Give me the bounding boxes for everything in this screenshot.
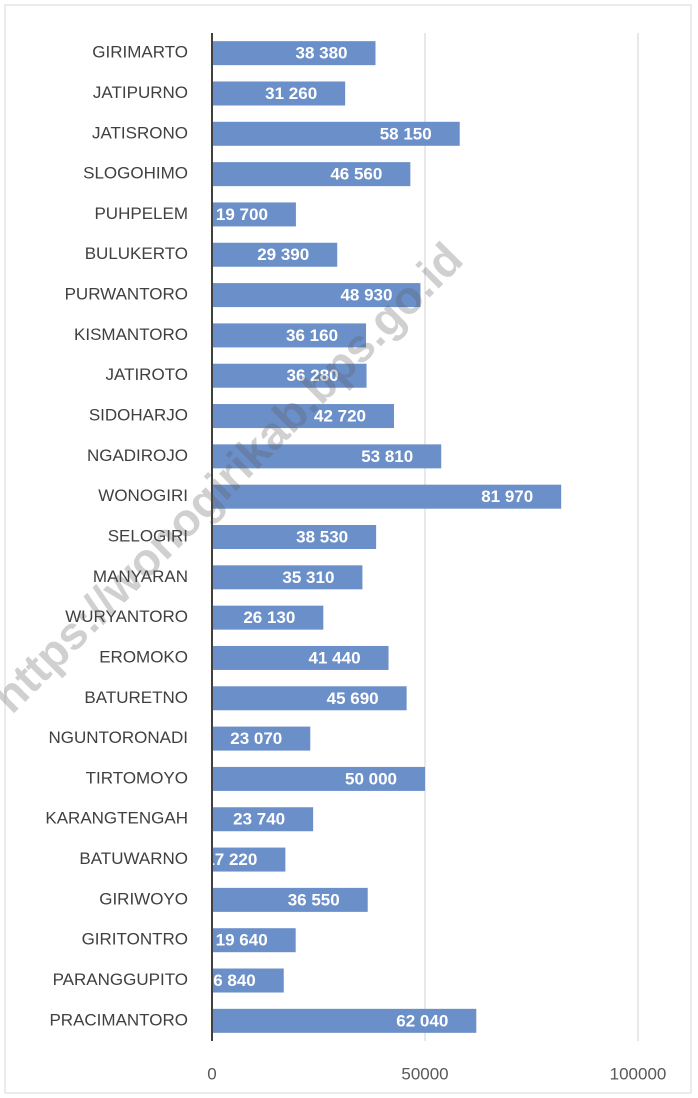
y-tick-label: WURYANTORO (65, 607, 188, 626)
y-tick-label: BATUWARNO (79, 849, 188, 868)
y-tick-label: GIRIWOYO (99, 889, 188, 908)
y-tick-label: SELOGIRI (108, 526, 188, 545)
y-tick-label: PURWANTORO (65, 285, 188, 304)
bar (212, 41, 376, 66)
data-label: 36 550 (288, 890, 340, 909)
y-tick-label: JATISRONO (92, 123, 188, 142)
bar (212, 807, 314, 832)
data-label: 16 840 (204, 971, 256, 990)
y-tick-label: TIRTOMOYO (86, 768, 188, 787)
data-label: 29 390 (257, 245, 309, 264)
bar (212, 404, 394, 429)
bar (212, 968, 284, 993)
bar (212, 202, 296, 227)
y-tick-label: EROMOKO (99, 647, 188, 666)
x-tick-label: 0 (207, 1064, 216, 1083)
data-label: 81 970 (481, 487, 533, 506)
data-label: 23 070 (230, 729, 282, 748)
bar (212, 1008, 477, 1033)
bar (212, 887, 368, 912)
bar (212, 484, 562, 509)
data-label: 17 220 (205, 850, 257, 869)
data-label: 26 130 (243, 608, 295, 627)
y-tick-label: NGUNTORONADI (49, 728, 188, 747)
bar (212, 565, 363, 590)
data-label: 58 150 (380, 124, 432, 143)
bar (212, 242, 338, 267)
data-label: 36 160 (286, 326, 338, 345)
bar (212, 525, 377, 549)
y-tick-label: GIRITONTRO (82, 930, 188, 949)
y-tick-label: GIRIMARTO (92, 43, 188, 62)
data-label: 35 310 (282, 568, 334, 587)
bar (212, 121, 460, 146)
data-label: 45 690 (327, 689, 379, 708)
data-label: 48 930 (340, 286, 392, 305)
bar (212, 323, 367, 348)
data-label: 38 380 (295, 44, 347, 63)
bar (212, 645, 389, 670)
bar (212, 726, 311, 751)
bar (212, 444, 442, 469)
y-tick-label: SLOGOHIMO (83, 164, 188, 183)
y-tick-label: SIDOHARJO (89, 406, 188, 425)
y-tick-label: PUHPELEM (94, 204, 188, 223)
y-tick-label: JATIPURNO (93, 83, 188, 102)
y-tick-label: KARANGTENGAH (45, 809, 188, 828)
y-tick-label: WONOGIRI (98, 486, 188, 505)
bar (212, 81, 346, 106)
bar (212, 605, 324, 630)
data-label: 36 280 (287, 366, 339, 385)
bar (212, 363, 367, 388)
y-tick-label: PRACIMANTORO (49, 1010, 188, 1029)
y-tick-label: PARANGGUPITO (53, 970, 188, 989)
data-label: 42 720 (314, 407, 366, 426)
bar (212, 766, 425, 791)
data-label: 19 640 (216, 931, 268, 950)
data-label: 31 260 (265, 84, 317, 103)
bar (212, 162, 411, 187)
data-label: 23 740 (233, 810, 285, 829)
data-label: 38 530 (296, 527, 348, 546)
bar (212, 847, 286, 872)
data-label: 62 040 (396, 1011, 448, 1030)
y-tick-label: BATURETNO (84, 688, 188, 707)
data-label: 53 810 (361, 447, 413, 466)
bar (212, 928, 296, 953)
bar (212, 686, 407, 711)
y-tick-label: JATIROTO (106, 365, 189, 384)
data-label: 41 440 (309, 648, 361, 667)
y-tick-label: MANYARAN (93, 567, 188, 586)
y-tick-label: KISMANTORO (74, 325, 188, 344)
y-tick-label: BULUKERTO (85, 244, 188, 263)
data-label: 19 700 (216, 205, 268, 224)
bar (212, 283, 421, 308)
x-tick-label: 50000 (401, 1064, 448, 1083)
data-label: 46 560 (330, 165, 382, 184)
y-tick-label: NGADIROJO (87, 446, 188, 465)
data-label: 50 000 (345, 769, 397, 788)
x-tick-label: 100000 (610, 1064, 667, 1083)
